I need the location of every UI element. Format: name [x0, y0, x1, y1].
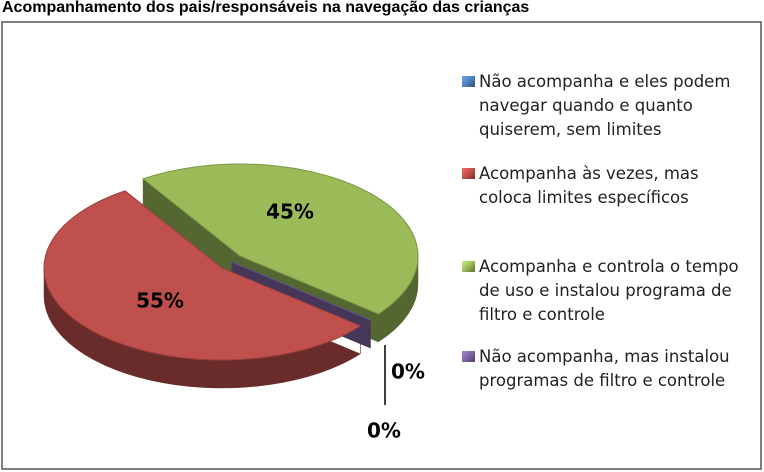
legend-label: Acompanha às vezes, mas coloca limites e… — [479, 164, 699, 207]
pie-slice — [142, 163, 419, 315]
data-label: 45% — [266, 200, 314, 224]
legend-item: Não acompanha, mas instalou programas de… — [462, 345, 752, 393]
data-label: 0% — [391, 360, 425, 384]
pie-tops — [43, 163, 419, 361]
legend-label: Não acompanha, mas instalou programas de… — [479, 347, 730, 390]
legend-swatch — [462, 261, 475, 272]
data-label: 0% — [367, 419, 401, 443]
legend-swatch — [462, 76, 475, 87]
legend-item: Não acompanha e eles podem navegar quand… — [462, 70, 752, 142]
pie-slice — [231, 261, 371, 321]
pie-slice — [43, 190, 362, 361]
legend-label: Acompanha e controla o tempo de uso e in… — [479, 257, 739, 324]
legend-label: Não acompanha e eles podem navegar quand… — [479, 72, 731, 139]
legend-item: Acompanha às vezes, mas coloca limites e… — [462, 162, 752, 210]
legend-swatch — [462, 351, 475, 362]
chart-title: Acompanhamento dos pais/responsáveis na … — [2, 0, 529, 16]
data-label: 55% — [136, 289, 184, 313]
legend-item: Acompanha e controla o tempo de uso e in… — [462, 255, 752, 327]
legend-swatch — [462, 168, 475, 179]
